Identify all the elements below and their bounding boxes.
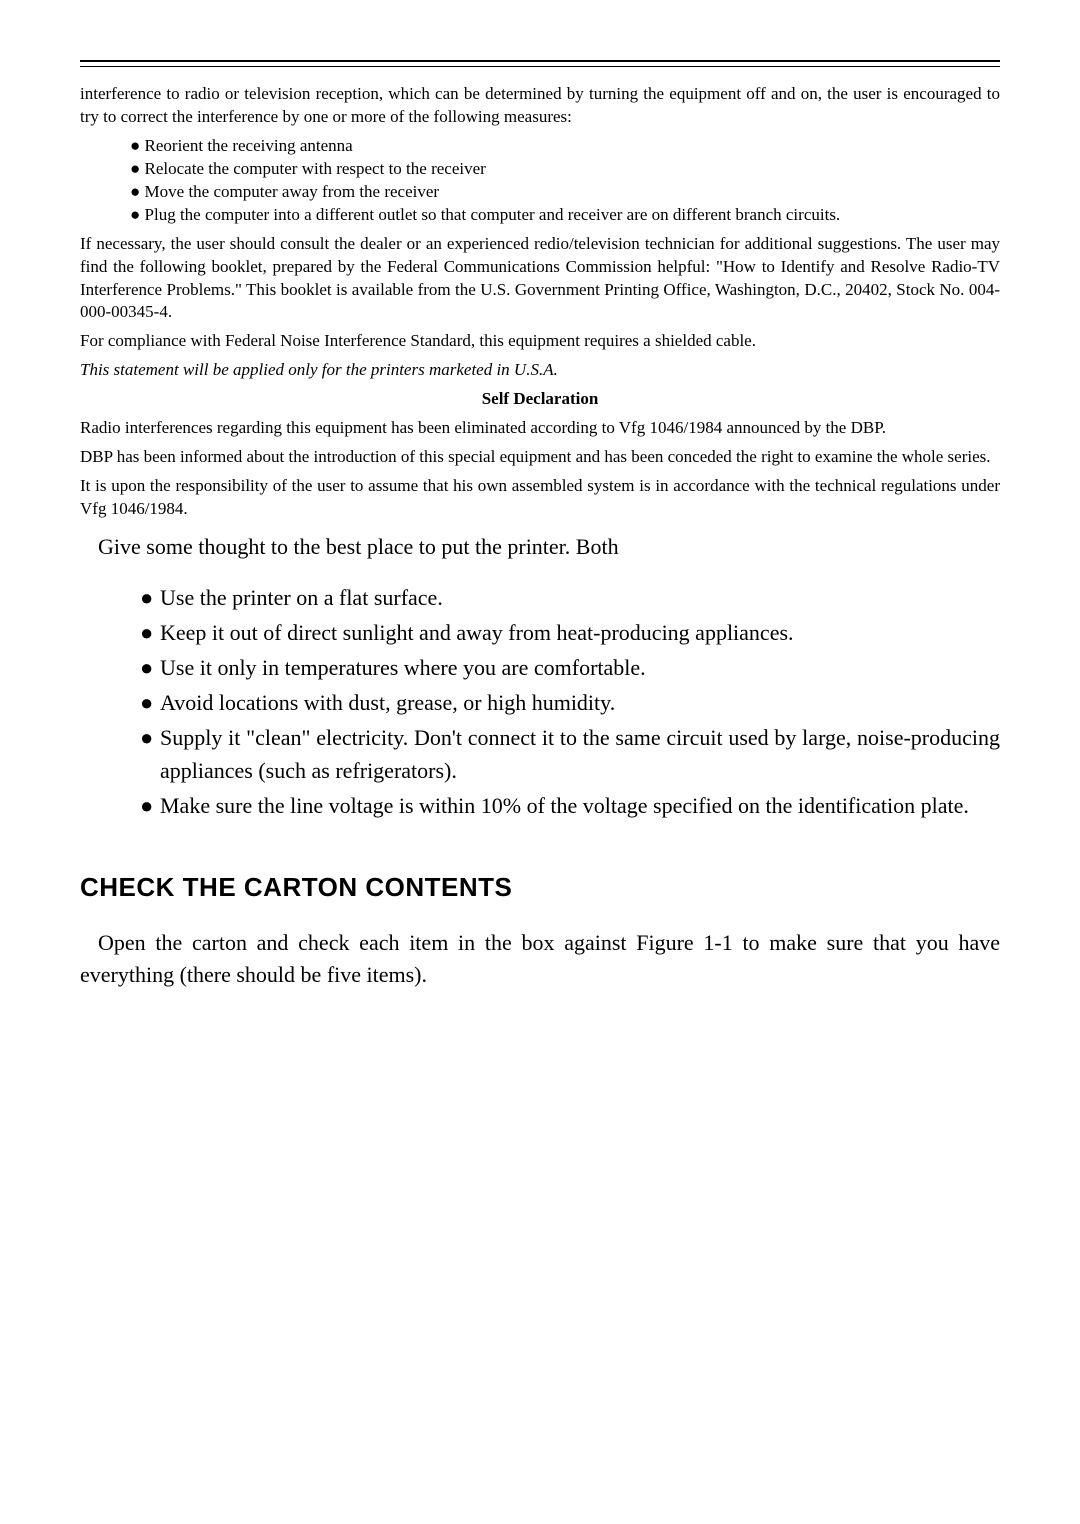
top-rule-thin [80,66,1000,67]
locating-bullet: Avoid locations with dust, grease, or hi… [140,686,1000,719]
self-declaration-heading: Self Declaration [80,388,1000,411]
fcc-intro: interference to radio or television rece… [80,83,1000,129]
fcc-measure-item: Reorient the receiving antenna [130,135,1000,158]
fcc-body-1: If necessary, the user should consult th… [80,233,1000,325]
carton-section: Open the carton and check each item in t… [80,927,1000,991]
locating-section: Give some thought to the best place to p… [80,531,1000,822]
self-declaration-p3: It is upon the responsibility of the use… [80,475,1000,521]
fcc-section: interference to radio or television rece… [80,83,1000,521]
locating-bullet: Use it only in temperatures where you ar… [140,651,1000,684]
locating-bullet: Supply it "clean" electricity. Don't con… [140,721,1000,787]
fcc-italic-note: This statement will be applied only for … [80,359,1000,382]
fcc-measure-item: Relocate the computer with respect to th… [130,158,1000,181]
carton-body: Open the carton and check each item in t… [80,927,1000,991]
locating-bullet: Keep it out of direct sunlight and away … [140,616,1000,649]
locating-bullets: Use the printer on a flat surface. Keep … [140,581,1000,822]
fcc-measure-item: Plug the computer into a different outle… [130,204,1000,227]
fcc-measures-list: Reorient the receiving antenna Relocate … [130,135,1000,227]
check-carton-heading: CHECK THE CARTON CONTENTS [80,872,1000,903]
self-declaration-p1: Radio interferences regarding this equip… [80,417,1000,440]
fcc-body-2: For compliance with Federal Noise Interf… [80,330,1000,353]
locating-bullet: Make sure the line voltage is within 10%… [140,789,1000,822]
locating-intro: Give some thought to the best place to p… [80,531,1000,563]
self-declaration-p2: DBP has been informed about the introduc… [80,446,1000,469]
locating-bullet: Use the printer on a flat surface. [140,581,1000,614]
top-rule-thick [80,60,1000,62]
fcc-measure-item: Move the computer away from the receiver [130,181,1000,204]
